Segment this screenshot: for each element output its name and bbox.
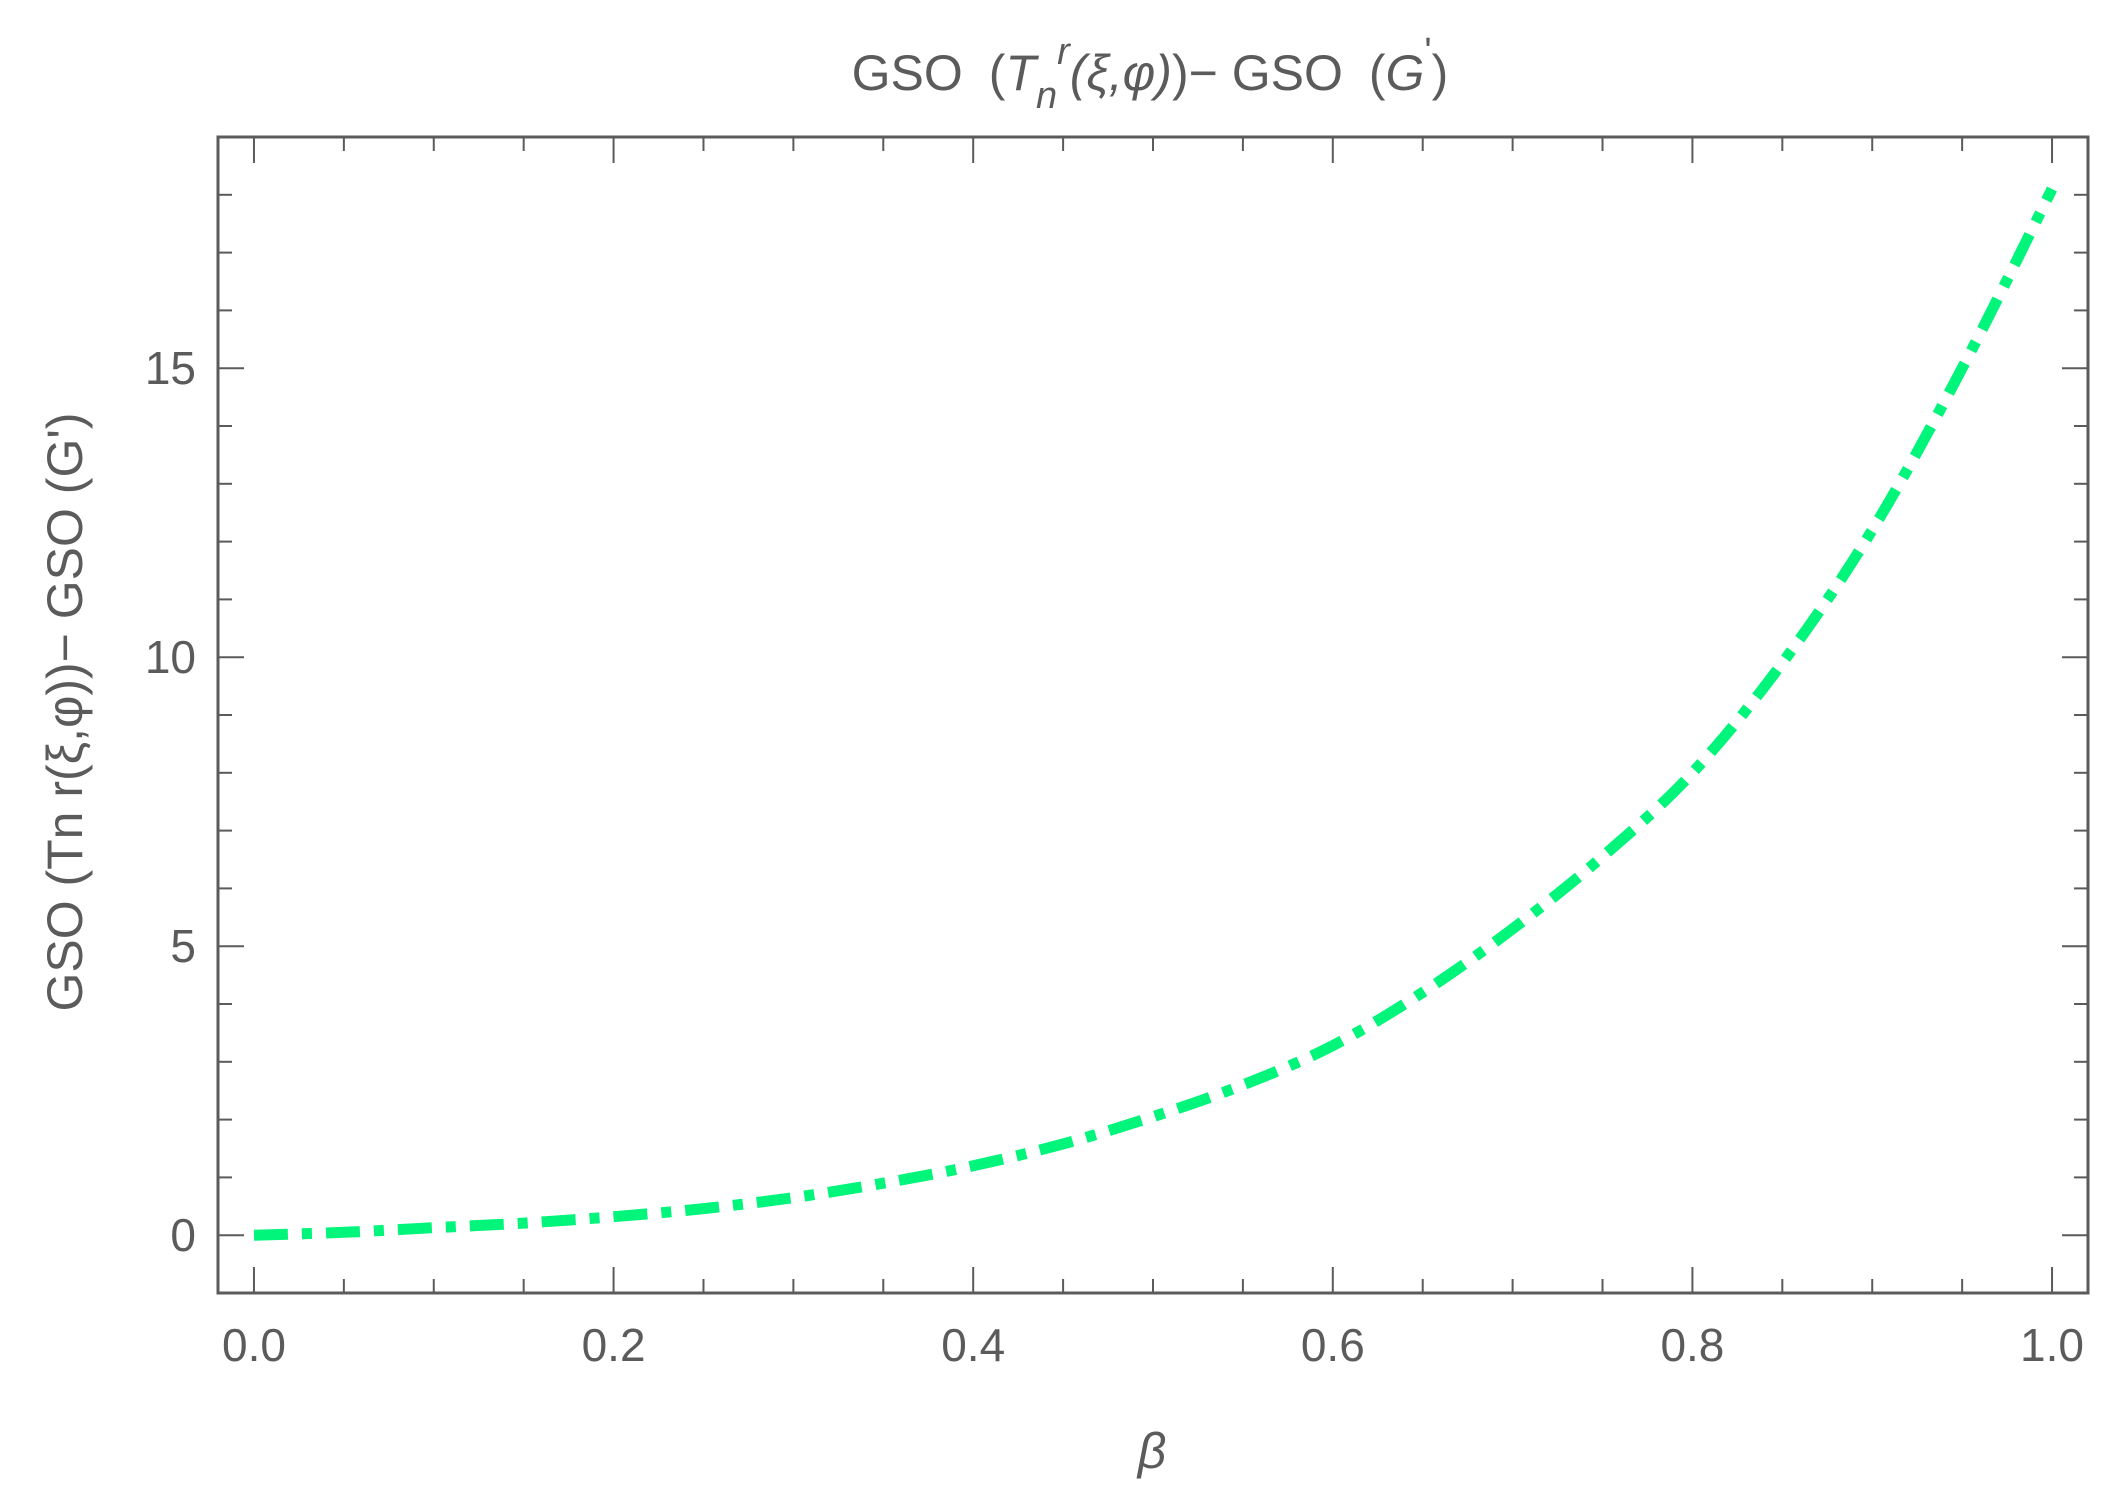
title-sup: r	[1057, 31, 1071, 73]
x-tick-label: 0.8	[1660, 1319, 1724, 1371]
y-tick-label: 5	[170, 920, 196, 972]
x-tick-label: 0.6	[1301, 1319, 1365, 1371]
chart-title: GSO (Tnr(ξ,φ))− GSO (G')	[852, 31, 1449, 117]
y-axis-title: GSO (Tn r(ξ,φ))− GSO (G')	[37, 412, 93, 1011]
series-line-0	[253, 186, 2057, 1241]
y-tick-label: 15	[145, 342, 196, 394]
title-open2: (	[1369, 45, 1386, 101]
series-layer	[253, 186, 2057, 1241]
x-tick-label: 1.0	[2020, 1319, 2084, 1371]
title-t: T	[1005, 45, 1039, 101]
plot-border	[216, 135, 2090, 1295]
plot-frame	[216, 135, 2090, 1295]
title-args: (ξ,φ)	[1070, 45, 1172, 101]
x-tick-label: 0.0	[222, 1319, 286, 1371]
title-prefix: GSO	[852, 45, 963, 101]
x-tick-label: 0.2	[582, 1319, 646, 1371]
x-tick-label: 0.4	[941, 1319, 1005, 1371]
title-prime: '	[1424, 31, 1431, 73]
axis-ticks: 0.0 0.2 0.4 0.6 0.8 1.0 0 5 10 15	[145, 137, 2088, 1371]
y-tick-label: 10	[145, 631, 196, 683]
title-sub: n	[1036, 75, 1057, 117]
x-axis-title: β	[1136, 1423, 1167, 1479]
title-minus: − GSO	[1189, 45, 1343, 101]
y-tick-label: 0	[170, 1209, 196, 1261]
title-open: (	[989, 45, 1006, 101]
title-close2: )	[1432, 45, 1449, 101]
title-close: )	[1172, 45, 1189, 101]
title-g: G	[1386, 45, 1425, 101]
